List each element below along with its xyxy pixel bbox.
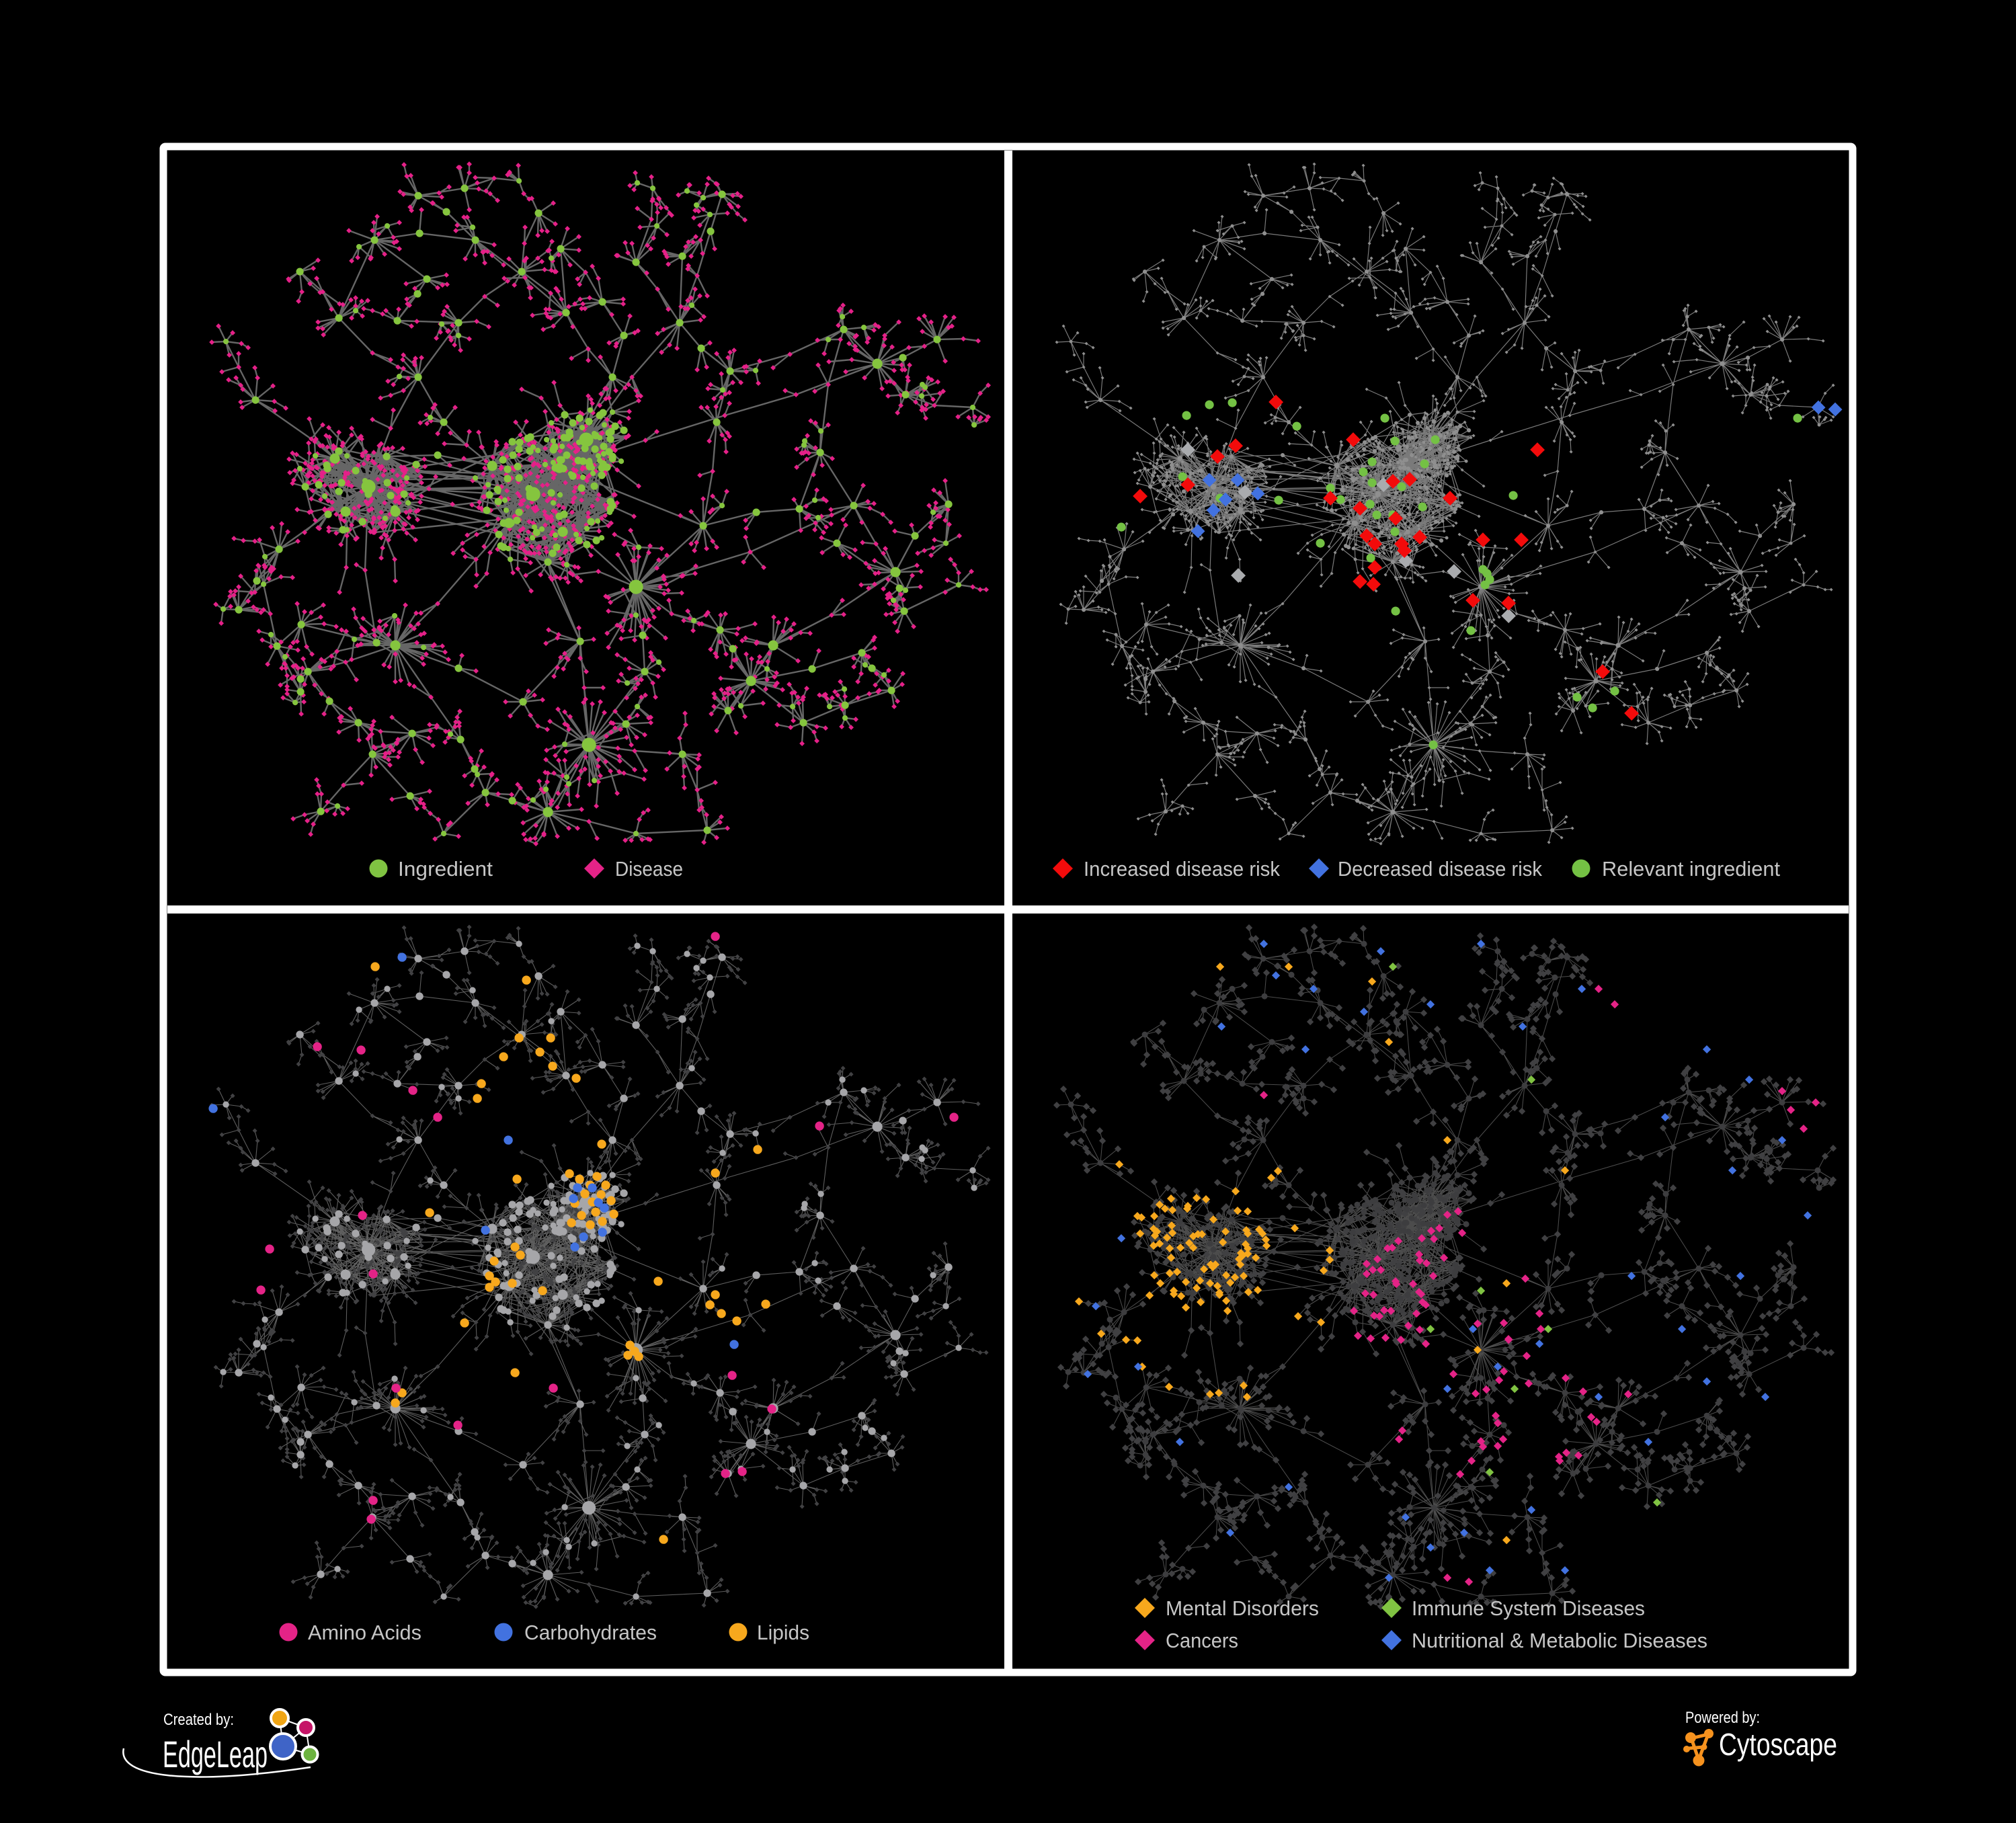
svg-text:Decreased disease risk: Decreased disease risk (1338, 857, 1542, 881)
svg-text:Increased disease risk: Increased disease risk (1084, 857, 1280, 881)
svg-text:Cancers: Cancers (1166, 1629, 1238, 1652)
svg-text:Amino Acids: Amino Acids (308, 1621, 421, 1644)
svg-text:Disease: Disease (615, 857, 683, 881)
svg-text:Lipids: Lipids (757, 1621, 809, 1644)
svg-text:Powered by:: Powered by: (1685, 1709, 1760, 1727)
svg-text:Carbohydrates: Carbohydrates (524, 1621, 657, 1644)
svg-text:Mental Disorders: Mental Disorders (1166, 1596, 1319, 1620)
svg-text:Nutritional & Metabolic Diseas: Nutritional & Metabolic Diseases (1412, 1629, 1707, 1652)
svg-text:Relevant ingredient: Relevant ingredient (1602, 857, 1780, 881)
svg-text:Immune System Diseases: Immune System Diseases (1412, 1596, 1645, 1620)
svg-text:Cytoscape: Cytoscape (1719, 1727, 1837, 1762)
svg-text:EdgeLeap: EdgeLeap (163, 1733, 268, 1775)
svg-text:Created by:: Created by: (163, 1711, 234, 1729)
svg-text:Ingredient: Ingredient (398, 857, 493, 881)
